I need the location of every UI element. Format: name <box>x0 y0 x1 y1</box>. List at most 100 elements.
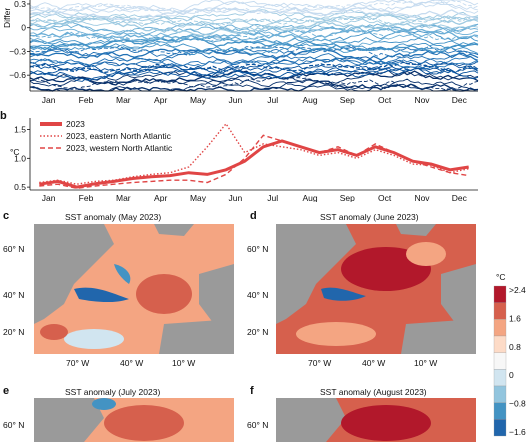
map-e-lat-60: 60° N <box>3 420 25 430</box>
b-legend: 2023 2023, eastern North Atlantic 2023, … <box>40 119 173 153</box>
a-series-line <box>29 29 479 43</box>
b-month-label: Aug <box>302 193 317 202</box>
a-series-line <box>29 48 479 67</box>
b-series-dashed <box>39 134 469 190</box>
b-month-label: Jan <box>42 193 56 202</box>
b-month-label: Jun <box>228 193 242 202</box>
map-c-lat-20: 20° N <box>3 327 25 337</box>
map-f-lat-60: 60° N <box>247 420 269 430</box>
b-series-dotted <box>39 122 469 185</box>
a-month-label: Nov <box>414 95 430 105</box>
a-month-label: Jan <box>42 95 56 105</box>
a-month-label: Aug <box>302 95 317 105</box>
b-month-label: Sep <box>340 193 355 202</box>
map-c <box>34 224 234 354</box>
panel-label-e: e <box>3 385 10 397</box>
colorbar-swatch <box>493 419 507 437</box>
map-title-e: SST anomaly (July 2023) <box>65 387 161 397</box>
map-d-lon-10: 10° W <box>414 358 438 368</box>
a-series-line <box>29 15 479 27</box>
colorbar: °C >2.4 1.6 0.8 0 −0.8 −1.6 <box>493 272 526 437</box>
a-ytick-label: 0.3 <box>14 0 26 9</box>
map-d-lon-40: 40° W <box>362 358 386 368</box>
a-series-line <box>29 37 479 53</box>
a-series-line <box>29 76 479 91</box>
map-c-lat-40: 40° N <box>3 290 25 300</box>
colorbar-swatch <box>493 369 507 387</box>
colorbar-swatch <box>493 352 507 370</box>
b-month-label: Apr <box>154 193 167 202</box>
b-month-label: Jul <box>267 193 278 202</box>
map-title-f: SST anomaly (August 2023) <box>320 387 427 397</box>
b-ytick-label: 1.0 <box>14 153 26 163</box>
legend-label-east: 2023, eastern North Atlantic <box>66 131 172 141</box>
map-c-lon-40: 40° W <box>120 358 144 368</box>
colorbar-unit: °C <box>496 272 506 282</box>
map-d-lat-40: 40° N <box>247 290 269 300</box>
map-d-lon-70: 70° W <box>308 358 332 368</box>
a-series-line <box>29 17 479 37</box>
b-month-label: May <box>190 193 207 202</box>
a-month-label: Oct <box>378 95 392 105</box>
map-d-lat-20: 20° N <box>247 327 269 337</box>
a-month-label: Sep <box>340 95 355 105</box>
colorbar-label: 1.6 <box>509 313 521 323</box>
b-month-label: Feb <box>79 193 94 202</box>
colorbar-swatch <box>493 335 507 353</box>
b-month-label: Mar <box>116 193 131 202</box>
a-series-line <box>29 0 479 14</box>
colorbar-label: 0.8 <box>509 342 521 352</box>
map-f <box>276 398 476 442</box>
a-month-label: Jul <box>267 95 278 105</box>
colorbar-label: −1.6 <box>509 427 526 437</box>
a-month-label: May <box>190 95 207 105</box>
map-title-c: SST anomaly (May 2023) <box>65 212 162 222</box>
colorbar-swatch <box>493 385 507 403</box>
panel-label-d: d <box>250 210 257 222</box>
a-series-line <box>29 61 479 82</box>
b-month-label: Oct <box>378 193 392 202</box>
a-series-line <box>29 0 479 17</box>
colorbar-swatch <box>493 285 507 303</box>
b-ytick-label: 1.5 <box>14 125 26 135</box>
colorbar-swatch <box>493 302 507 320</box>
map-c-lon-70: 70° W <box>66 358 90 368</box>
a-series-line <box>29 40 479 55</box>
panel-label-c: c <box>3 210 10 222</box>
a-series-line <box>29 42 479 55</box>
a-month-label: Apr <box>154 95 167 105</box>
a-series-line <box>29 0 479 14</box>
a-series-line <box>29 18 479 33</box>
a-series-line <box>29 27 479 47</box>
map-d-art <box>276 224 476 354</box>
a-series-line <box>29 27 479 41</box>
panel-label-b: b <box>0 110 7 122</box>
a-series-line <box>29 70 479 90</box>
a-month-label: Feb <box>79 95 94 105</box>
a-ytick-label: −0.6 <box>9 70 26 80</box>
panel-label-f: f <box>250 385 254 397</box>
map-e <box>34 398 234 442</box>
b-ylabel: °C <box>10 147 20 157</box>
map-d <box>276 224 476 354</box>
panel-b-chart: °C 0.5 1.0 1.5 Jan Feb Mar Apr May Jun Jul Aug Sep… <box>10 118 478 202</box>
map-e-art <box>34 398 234 442</box>
map-c-lon-10: 10° W <box>172 358 196 368</box>
a-ylabel: Differ <box>2 8 12 28</box>
panel-a-chart: Differ 0.3 0 −0.3 −0.6 Jan Feb Mar Apr May Jun Ju… <box>2 0 479 105</box>
a-ytick-label: 0 <box>21 23 26 33</box>
map-c-art <box>34 224 234 354</box>
b-month-label: Nov <box>414 193 430 202</box>
b-ytick-label: 0.5 <box>14 182 26 192</box>
legend-label-west: 2023, western North Atlantic <box>66 143 173 153</box>
map-f-art <box>276 398 476 442</box>
colorbar-label: >2.4 <box>509 285 526 295</box>
legend-label-2023: 2023 <box>66 119 85 129</box>
a-series-line <box>29 64 479 80</box>
colorbar-label: −0.8 <box>509 399 526 409</box>
a-series-line <box>29 53 479 68</box>
a-series-line <box>29 50 479 70</box>
a-series-line <box>30 46 479 58</box>
a-series-line <box>29 0 479 15</box>
colorbar-label: 0 <box>509 370 514 380</box>
